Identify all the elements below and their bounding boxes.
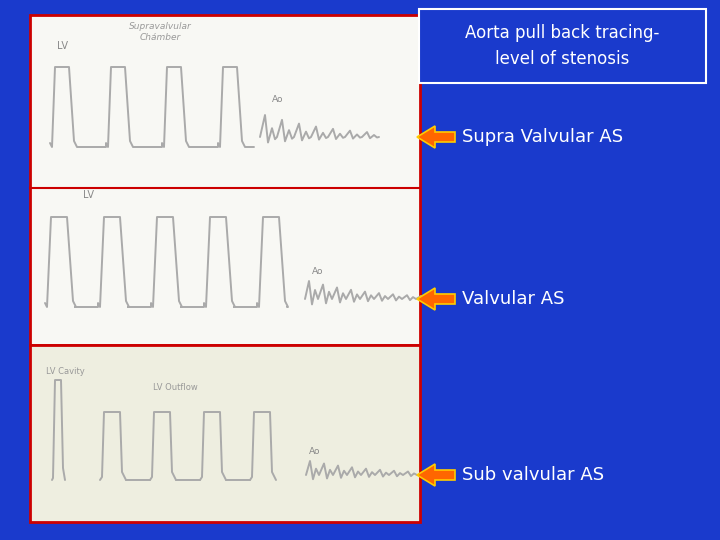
Text: Sub valvular AS: Sub valvular AS	[462, 466, 604, 484]
FancyArrow shape	[417, 126, 455, 148]
Text: Aorta pull back tracing-
level of stenosis: Aorta pull back tracing- level of stenos…	[465, 24, 660, 68]
Text: Ao: Ao	[312, 267, 324, 276]
Text: Ao: Ao	[272, 96, 284, 105]
Text: LV Outflow: LV Outflow	[153, 383, 197, 393]
Text: Supravalvular
Chámber: Supravalvular Chámber	[129, 22, 192, 42]
FancyBboxPatch shape	[419, 9, 706, 83]
Text: Valvular AS: Valvular AS	[462, 290, 564, 308]
Text: LV Cavity: LV Cavity	[45, 368, 84, 376]
FancyBboxPatch shape	[30, 15, 420, 345]
FancyBboxPatch shape	[30, 345, 420, 522]
Text: LV: LV	[56, 41, 68, 51]
Text: Ao: Ao	[310, 448, 320, 456]
Text: Supra Valvular AS: Supra Valvular AS	[462, 128, 623, 146]
FancyArrow shape	[417, 288, 455, 310]
FancyArrow shape	[417, 464, 455, 486]
Text: LV: LV	[83, 190, 94, 200]
